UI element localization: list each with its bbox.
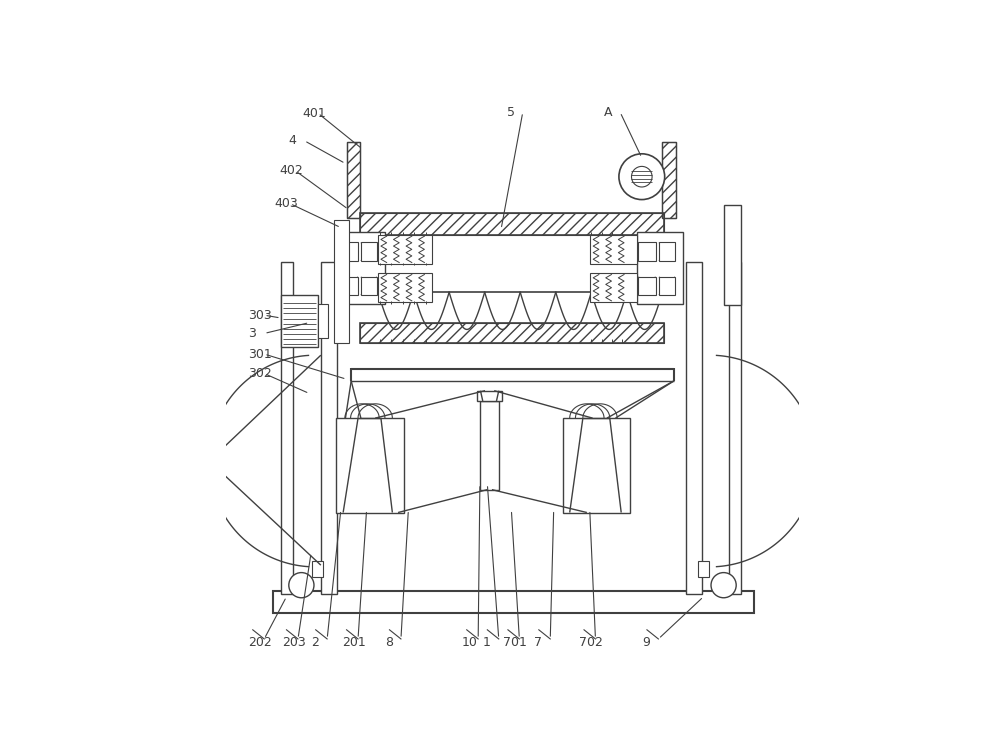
Bar <box>724 205 741 305</box>
Circle shape <box>711 573 736 598</box>
Text: 302: 302 <box>248 367 272 380</box>
Bar <box>340 232 385 304</box>
Bar <box>638 242 656 261</box>
Bar <box>659 242 675 261</box>
Bar <box>360 213 664 235</box>
Circle shape <box>631 166 652 187</box>
Circle shape <box>619 154 665 200</box>
Bar <box>686 262 702 594</box>
Bar <box>729 262 741 594</box>
Bar <box>662 142 676 218</box>
Text: 9: 9 <box>642 636 650 649</box>
Text: 7: 7 <box>534 636 542 649</box>
Bar <box>360 213 664 235</box>
Bar <box>480 401 499 490</box>
Bar <box>590 273 637 302</box>
Bar <box>318 304 328 338</box>
Text: 5: 5 <box>507 106 515 119</box>
Bar <box>361 277 377 295</box>
Bar <box>477 391 502 401</box>
Bar <box>281 295 318 346</box>
Bar <box>336 418 404 513</box>
Bar <box>637 232 683 304</box>
Bar <box>321 262 337 594</box>
Text: 403: 403 <box>274 197 298 210</box>
Text: 303: 303 <box>248 308 272 322</box>
Text: 10: 10 <box>462 636 478 649</box>
Bar <box>638 277 656 295</box>
Bar <box>698 560 709 577</box>
Text: 1: 1 <box>483 636 491 649</box>
Text: A: A <box>604 106 613 119</box>
Bar <box>590 235 637 264</box>
Bar <box>563 418 630 513</box>
Text: 201: 201 <box>342 636 366 649</box>
Text: 3: 3 <box>248 327 256 340</box>
Bar <box>360 322 664 343</box>
Text: 702: 702 <box>579 636 603 649</box>
Text: 203: 203 <box>282 636 306 649</box>
Bar <box>273 591 754 613</box>
Text: 4: 4 <box>288 134 296 147</box>
Text: 8: 8 <box>385 636 393 649</box>
Bar <box>361 242 377 261</box>
Bar <box>378 235 432 264</box>
Text: 301: 301 <box>248 348 272 360</box>
Text: 701: 701 <box>503 636 527 649</box>
Bar <box>281 262 293 594</box>
Bar <box>360 322 664 343</box>
Bar <box>341 242 358 261</box>
Text: 402: 402 <box>280 164 303 178</box>
Bar <box>662 142 676 218</box>
Circle shape <box>289 573 314 598</box>
Text: 401: 401 <box>302 107 326 120</box>
Text: 2: 2 <box>311 636 319 649</box>
Text: 202: 202 <box>248 636 272 649</box>
Bar <box>347 142 360 218</box>
Bar <box>347 142 360 218</box>
Bar <box>312 560 323 577</box>
Bar <box>334 220 349 343</box>
Bar <box>378 273 432 302</box>
Bar <box>341 277 358 295</box>
Bar <box>659 277 675 295</box>
